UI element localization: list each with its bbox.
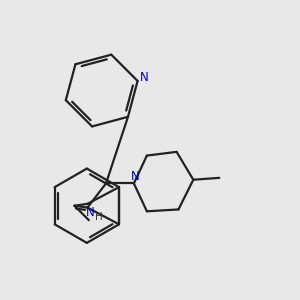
- Text: N: N: [131, 170, 140, 183]
- Text: N: N: [140, 71, 149, 85]
- Text: N: N: [86, 206, 95, 218]
- Text: H: H: [95, 212, 103, 222]
